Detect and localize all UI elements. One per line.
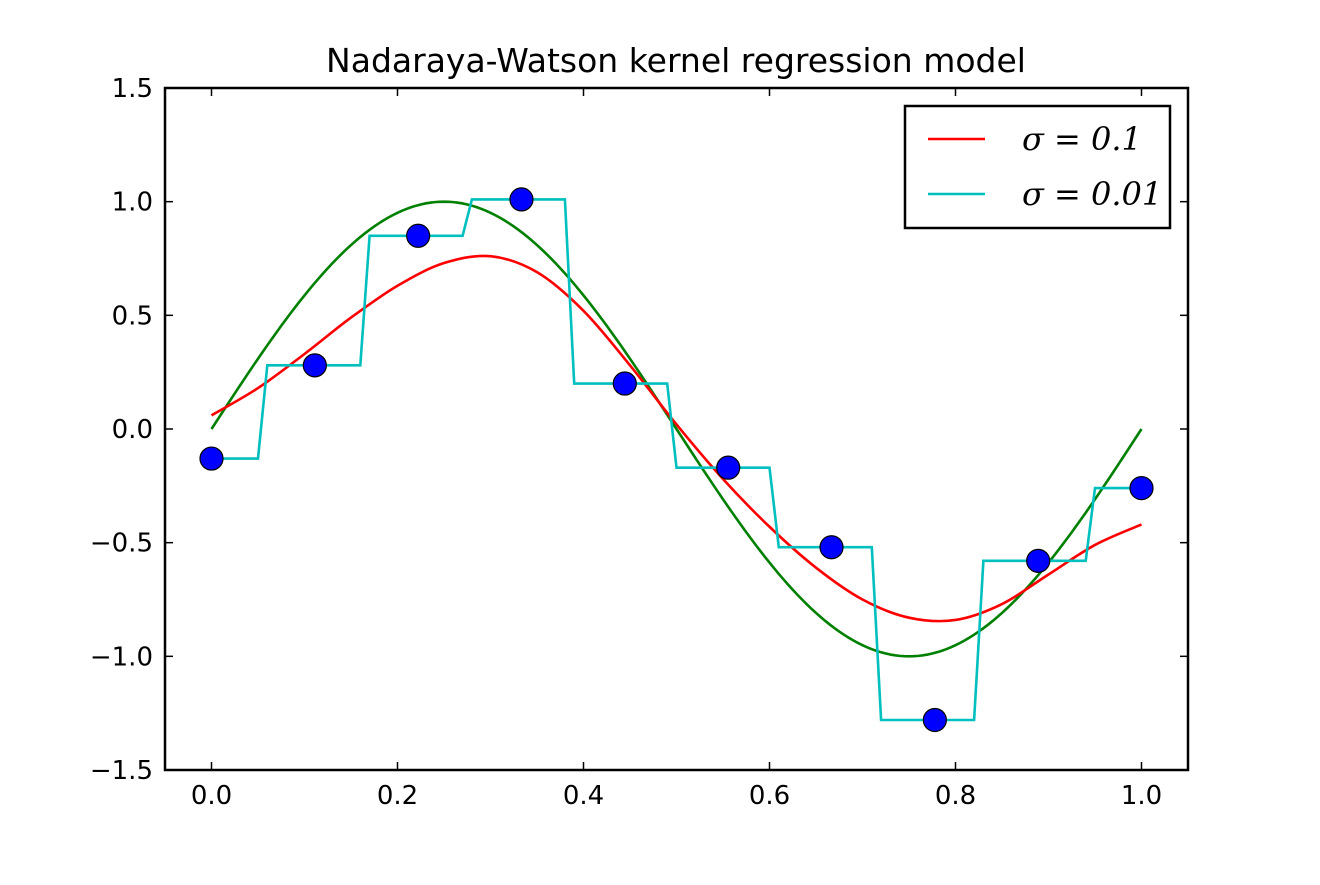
y-tick-label: 1.5	[112, 74, 153, 104]
data-point	[922, 707, 947, 733]
legend-box	[903, 104, 1172, 230]
y-tick-label: −0.5	[90, 529, 153, 559]
x-tick-label: 0.0	[191, 781, 232, 811]
data-point	[716, 455, 741, 480]
data-point	[406, 223, 431, 248]
x-tick-label: 0.6	[749, 781, 790, 811]
plot-area	[199, 187, 1154, 733]
legend-label: σ = 0.1	[1022, 120, 1142, 158]
data-point	[1026, 548, 1051, 573]
x-tick-label: 0.8	[935, 781, 976, 811]
y-tick-label: −1.5	[90, 756, 153, 786]
data-point	[612, 371, 637, 396]
chart-title: Nadaraya-Watson kernel regression model	[326, 41, 1026, 80]
y-tick-label: 1.0	[112, 188, 153, 218]
series-line-sigma-0.01	[211, 198, 1142, 722]
data-point	[509, 187, 534, 212]
y-tick-label: 0.0	[112, 415, 153, 445]
legend-label: σ = 0.01	[1022, 175, 1162, 213]
series-line-true-function	[210, 200, 1143, 658]
x-tick-label: 0.2	[377, 781, 418, 811]
data-point	[199, 446, 224, 471]
data-point	[1129, 476, 1154, 501]
y-tick-label: −1.0	[90, 642, 153, 672]
plot-series-group	[199, 187, 1154, 733]
data-point	[302, 353, 327, 378]
y-tick-label: 0.5	[112, 301, 153, 331]
x-tick-label: 0.4	[563, 781, 604, 811]
data-point	[819, 535, 844, 560]
legend: σ = 0.1 σ = 0.01	[903, 104, 1172, 230]
series-line-sigma-0.1	[210, 254, 1143, 623]
axis-ticks: 0.0 0.2 0.4 0.6 0.8 1.0 1.5 1.0 0.5 0.0 −0.5 −1.0 −1…	[90, 74, 1188, 811]
x-tick-label: 1.0	[1121, 781, 1162, 811]
